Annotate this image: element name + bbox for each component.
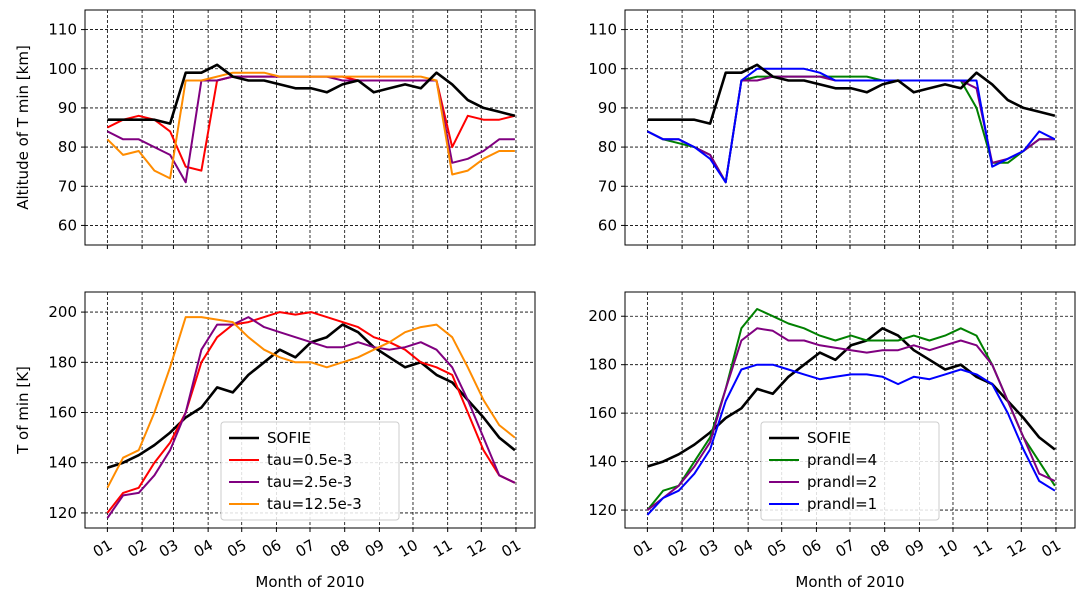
x-tick-label: 11 — [970, 536, 996, 561]
legend-label: prandl=1 — [807, 495, 877, 513]
x-tick-label: 09 — [902, 536, 928, 561]
y-tick-label: 70 — [598, 177, 617, 195]
y-tick-label: 90 — [58, 99, 77, 117]
x-tick-label: 05 — [764, 536, 790, 561]
legend: SOFIE prandl=4 prandl=2 prandl=1 — [760, 421, 940, 521]
x-tick-label: 12 — [1004, 536, 1030, 561]
x-tick-label: 05 — [224, 536, 250, 561]
y-tick-label: 100 — [588, 60, 617, 78]
x-tick-label: 01 — [630, 536, 656, 561]
y-tick-label: 200 — [48, 303, 77, 321]
axes-frame — [624, 9, 1076, 246]
x-tick-label: 07 — [292, 536, 318, 561]
y-tick-label: 140 — [588, 453, 617, 471]
axes-frame — [84, 291, 536, 529]
x-tick-label: 06 — [799, 536, 825, 561]
x-tick-label: 02 — [125, 536, 151, 561]
y-tick-label: 120 — [48, 504, 77, 522]
series-line — [106, 316, 516, 489]
x-tick-label: 06 — [259, 536, 285, 561]
series-line — [646, 327, 1056, 511]
subplot: 120 140 160 180 200 01 02 03 04 05 06 07 08 09 10 11 12 0… — [14, 291, 536, 591]
y-tick-label: 60 — [58, 216, 77, 234]
x-tick-label: 08 — [867, 536, 893, 561]
x-tick-label: 02 — [665, 536, 691, 561]
legend-label: tau=12.5e-3 — [267, 495, 362, 513]
y-tick-label: 80 — [58, 138, 77, 156]
y-tick-label: 180 — [48, 353, 77, 371]
series-line — [647, 63, 1056, 125]
legend-label: prandl=4 — [807, 451, 877, 469]
x-tick-label: 10 — [395, 536, 421, 561]
x-tick-label: 09 — [362, 536, 388, 561]
x-tick-label: 01 — [498, 536, 524, 561]
y-tick-label: 60 — [598, 216, 617, 234]
y-tick-label: 120 — [588, 501, 617, 519]
x-tick-label: 11 — [430, 536, 456, 561]
x-tick-label: 01 — [1038, 536, 1064, 561]
subplot: 120 140 160 180 200 01 02 03 04 05 06 07 08 09 10 11 12 0… — [588, 291, 1076, 591]
y-tick-label: 90 — [598, 99, 617, 117]
series-line — [646, 67, 1056, 184]
x-tick-label: 07 — [832, 536, 858, 561]
x-axis-label: Month of 2010 — [795, 573, 904, 591]
x-axis-label: Month of 2010 — [255, 573, 364, 591]
subplot: 60 70 80 90 100 110 Altitude of T min [km] — [14, 9, 536, 249]
legend-label: SOFIE — [267, 429, 311, 447]
y-tick-label: 70 — [58, 177, 77, 195]
y-tick-label: 110 — [588, 21, 617, 39]
series-line — [106, 71, 515, 180]
y-tick-label: 110 — [48, 21, 77, 39]
x-tick-label: 10 — [935, 536, 961, 561]
x-tick-label: 04 — [731, 536, 757, 561]
legend-label: tau=0.5e-3 — [267, 451, 352, 469]
y-tick-label: 160 — [588, 404, 617, 422]
series-line — [106, 311, 516, 514]
legend-box — [760, 421, 940, 521]
y-tick-label: 100 — [48, 60, 77, 78]
x-tick-label: 12 — [464, 536, 490, 561]
series-line — [106, 316, 516, 519]
series-line — [646, 363, 1056, 516]
legend-label: prandl=2 — [807, 473, 877, 491]
x-tick-label: 03 — [696, 536, 722, 561]
y-tick-label: 160 — [48, 404, 77, 422]
x-tick-label: 01 — [90, 536, 116, 561]
y-axis-label: Altitude of T min [km] — [14, 45, 32, 210]
y-axis-label: T of min [K] — [14, 366, 32, 455]
legend-label: SOFIE — [807, 429, 851, 447]
x-tick-label: 03 — [156, 536, 182, 561]
legend: SOFIE tau=0.5e-3 tau=2.5e-3 tau=12.5e-3 — [220, 421, 400, 521]
legend-label: tau=2.5e-3 — [267, 473, 352, 491]
subplot: 60 70 80 90 100 110 — [588, 9, 1076, 249]
axes-frame — [624, 291, 1076, 529]
y-tick-label: 140 — [48, 454, 77, 472]
axes-frame — [84, 9, 536, 246]
y-tick-label: 80 — [598, 138, 617, 156]
y-tick-label: 200 — [588, 307, 617, 325]
y-tick-label: 180 — [588, 356, 617, 374]
x-tick-label: 04 — [191, 536, 217, 561]
legend-box — [220, 421, 400, 521]
x-tick-label: 08 — [327, 536, 353, 561]
series-line — [107, 63, 516, 125]
